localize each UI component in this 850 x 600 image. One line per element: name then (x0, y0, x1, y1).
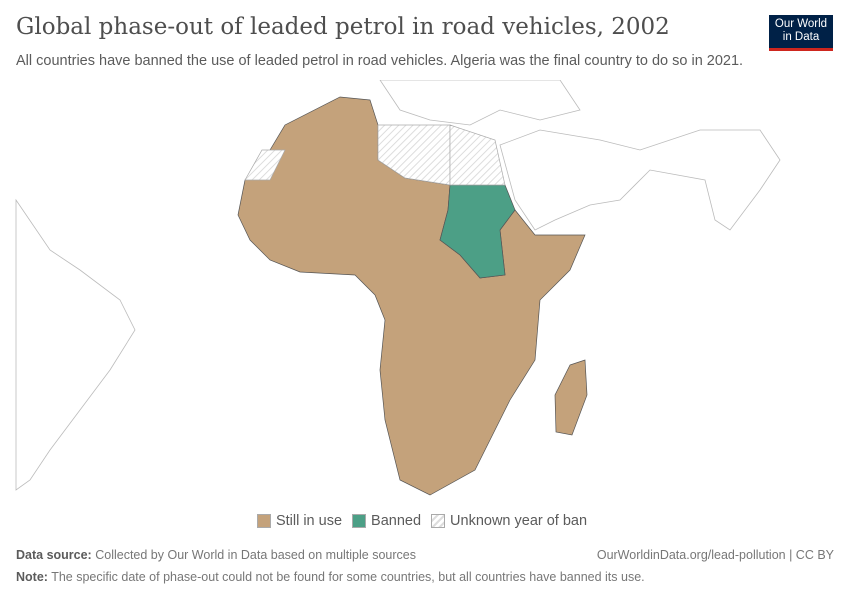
legend-label: Unknown year of ban (450, 513, 588, 529)
subtitle: All countries have banned the use of lea… (16, 53, 744, 69)
world-map[interactable] (0, 80, 850, 500)
owid-logo[interactable]: Our World in Data (769, 15, 833, 51)
country-sudan[interactable] (439, 184, 516, 279)
page-title: Global phase-out of leaded petrol in roa… (16, 14, 670, 40)
source-label: Data source: (16, 548, 92, 562)
legend-item-still-in-use[interactable]: Still in use (256, 513, 343, 529)
americas-outline (15, 198, 136, 491)
legend: Still in use Banned Unknown year of ban (0, 513, 847, 529)
country-libya[interactable] (377, 124, 451, 186)
country-western-sahara[interactable] (244, 149, 286, 181)
country-egypt[interactable] (449, 124, 506, 186)
middle-east-outline (499, 129, 781, 231)
source-text[interactable]: Collected by Our World in Data based on … (95, 548, 416, 562)
source-url[interactable]: OurWorldinData.org/lead-pollution | CC B… (596, 548, 834, 562)
legend-swatch (431, 514, 446, 528)
legend-swatch (352, 514, 367, 528)
country-madagascar[interactable] (554, 359, 588, 436)
data-source: Data source: Collected by Our World in D… (16, 548, 416, 562)
legend-label: Banned (371, 513, 422, 529)
europe-outline (379, 80, 581, 126)
legend-item-banned[interactable]: Banned (352, 513, 421, 529)
legend-label: Still in use (275, 513, 343, 529)
note-text: The specific date of phase-out could not… (51, 570, 645, 584)
legend-swatch (256, 514, 271, 528)
legend-item-unknown[interactable]: Unknown year of ban (431, 513, 587, 529)
note: Note: The specific date of phase-out cou… (16, 570, 645, 584)
note-label: Note: (16, 570, 48, 584)
